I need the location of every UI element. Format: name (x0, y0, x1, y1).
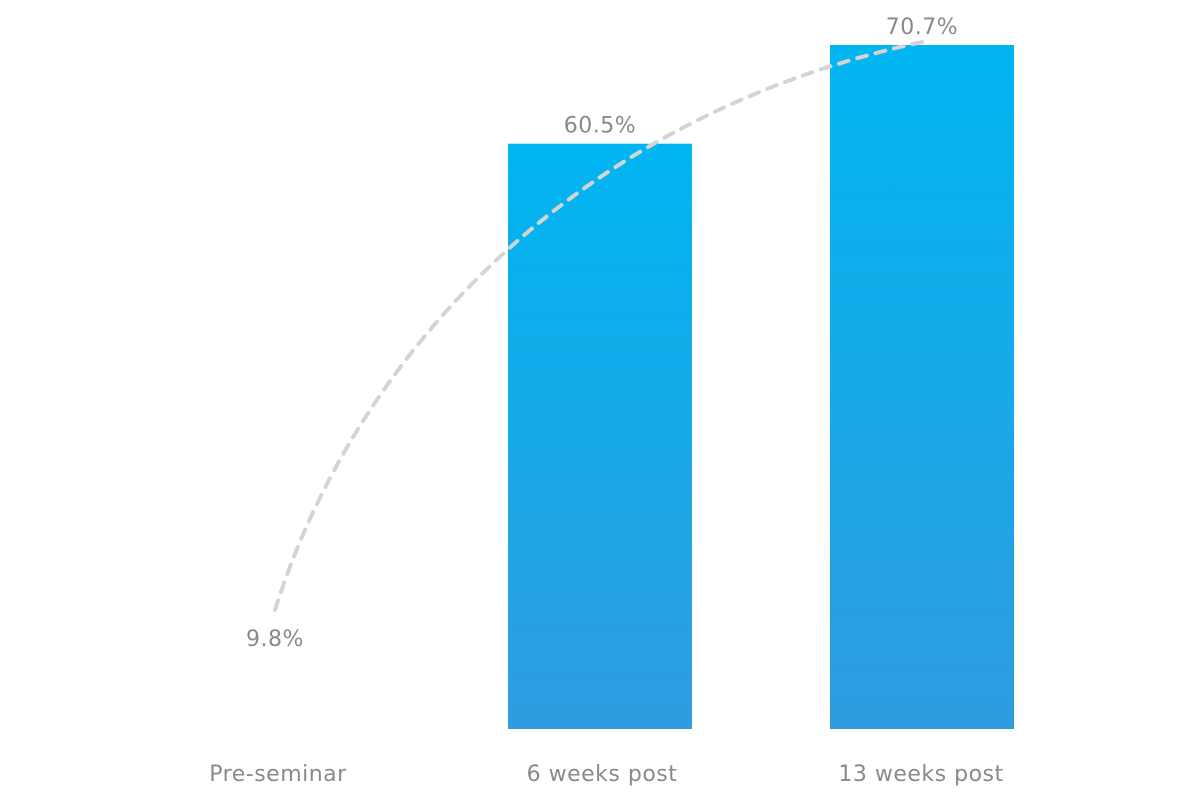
value-label-1: 60.5% (564, 114, 636, 139)
category-label-0: Pre-seminar (209, 762, 347, 787)
bar-1 (508, 143, 692, 729)
value-label-2: 70.7% (886, 15, 958, 40)
bar-2 (830, 45, 1014, 729)
category-label-1: 6 weeks post (527, 762, 678, 787)
category-label-2: 13 weeks post (838, 762, 1003, 787)
value-label-0: 9.8% (246, 627, 304, 652)
trend-line (273, 40, 924, 612)
